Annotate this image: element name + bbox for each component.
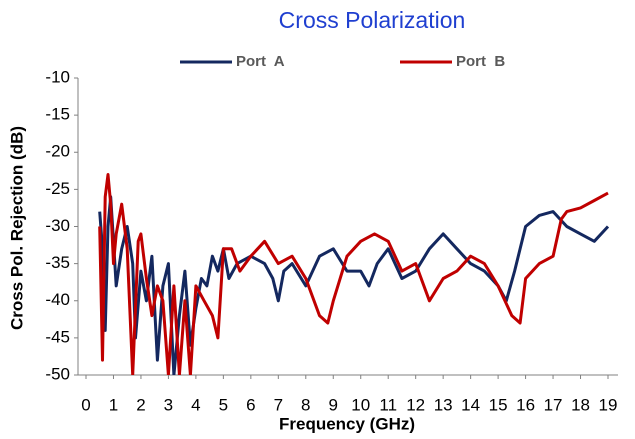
x-tick-label: 6: [246, 395, 255, 414]
y-tick-label: -50: [45, 364, 70, 383]
y-tick-label: -40: [45, 290, 70, 309]
x-tick-label: 9: [329, 395, 338, 414]
y-tick-label: -25: [45, 179, 70, 198]
plot-area: [98, 173, 610, 375]
data-line: [98, 173, 609, 375]
x-tick-label: 19: [599, 395, 618, 414]
x-tick-label: 3: [164, 395, 173, 414]
x-tick-label: 17: [544, 395, 563, 414]
x-tick-label: 13: [434, 395, 453, 414]
y-axis-title: Cross Pol. Rejection (dB): [7, 126, 26, 330]
y-tick-label: -15: [45, 105, 70, 124]
x-tick-label: 0: [81, 395, 90, 414]
x-tick-label: 7: [274, 395, 283, 414]
y-tick-label: -30: [45, 216, 70, 235]
chart-title: Cross Polarization: [279, 7, 466, 33]
x-tick-label: 11: [379, 395, 397, 414]
x-tick-label: 18: [571, 395, 590, 414]
y-tick-label: -10: [45, 67, 70, 86]
legend-label: Port A: [236, 53, 285, 70]
x-tick-label: 12: [406, 395, 425, 414]
x-tick-label: 14: [461, 395, 480, 414]
y-tick-label: -45: [45, 327, 70, 346]
x-tick-label: 2: [136, 395, 145, 414]
y-tick-label: -35: [45, 253, 70, 272]
x-tick-label: 8: [301, 395, 310, 414]
x-tick-label: 5: [219, 395, 228, 414]
x-axis-title: Frequency (GHz): [279, 414, 415, 433]
data-line: [98, 195, 610, 375]
x-tick-label: 10: [351, 395, 370, 414]
x-tick-label: 4: [191, 395, 200, 414]
y-tick-label: -20: [45, 142, 70, 161]
legend-label: Port B: [456, 53, 505, 70]
x-tick-label: 1: [109, 395, 118, 414]
x-tick-label: 15: [489, 395, 508, 414]
x-tick-label: 16: [516, 395, 535, 414]
